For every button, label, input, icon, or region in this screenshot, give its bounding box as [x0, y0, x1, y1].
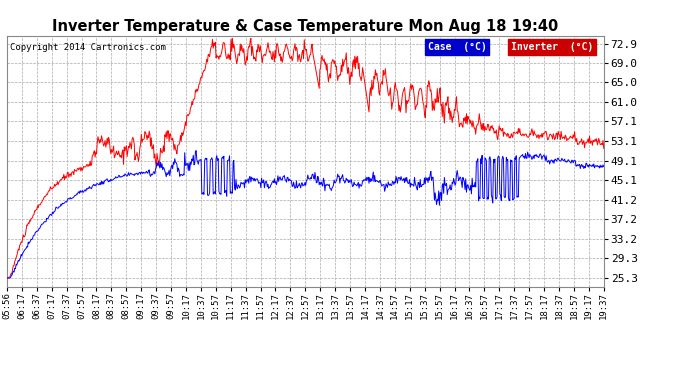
Title: Inverter Temperature & Case Temperature Mon Aug 18 19:40: Inverter Temperature & Case Temperature …	[52, 20, 558, 34]
Text: Copyright 2014 Cartronics.com: Copyright 2014 Cartronics.com	[10, 43, 166, 52]
Text: Case  (°C): Case (°C)	[428, 42, 486, 52]
Text: Inverter  (°C): Inverter (°C)	[511, 42, 593, 52]
